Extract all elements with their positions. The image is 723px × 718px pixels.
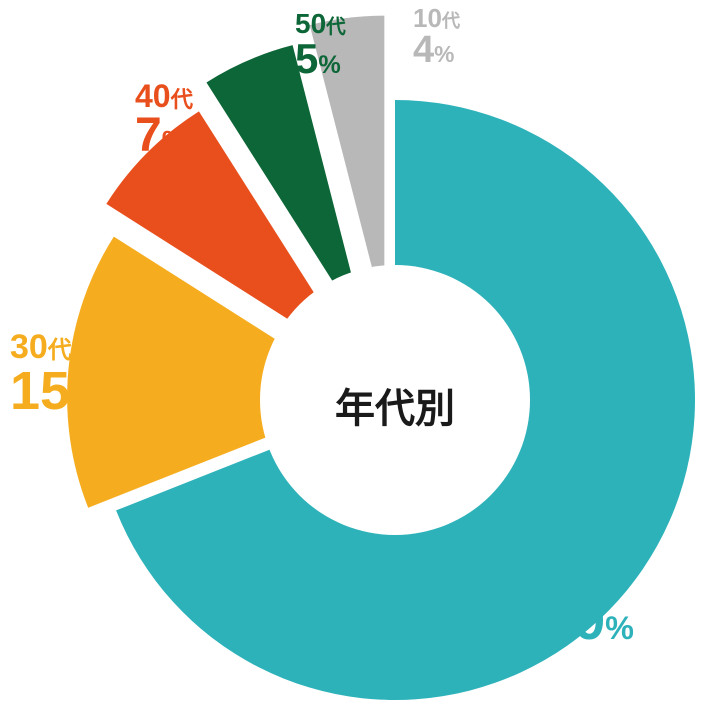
slice-value: 15% [10,364,99,418]
slice-category: 50代 [295,10,346,38]
slice-category: 20代 [545,560,634,594]
slice-label-50: 50代5% [295,10,346,80]
slice-label-10: 10代4% [413,5,460,69]
slice-value: 4% [413,31,460,69]
age-pie-chart: 年代別 20代69% 30代15% 40代7% 50代5% 10代4% [0,0,723,718]
slice-category: 30代 [10,330,99,364]
slice-label-30: 30代15% [10,330,99,418]
slice-label-20: 20代69% [545,560,634,648]
slice-value: 7% [135,112,193,160]
chart-center-title: 年代別 [325,376,465,434]
slice-value: 5% [295,38,346,80]
slice-value: 69% [545,594,634,648]
slice-category: 10代 [413,5,460,31]
slice-label-40: 40代7% [135,80,193,160]
slice-category: 40代 [135,80,193,112]
